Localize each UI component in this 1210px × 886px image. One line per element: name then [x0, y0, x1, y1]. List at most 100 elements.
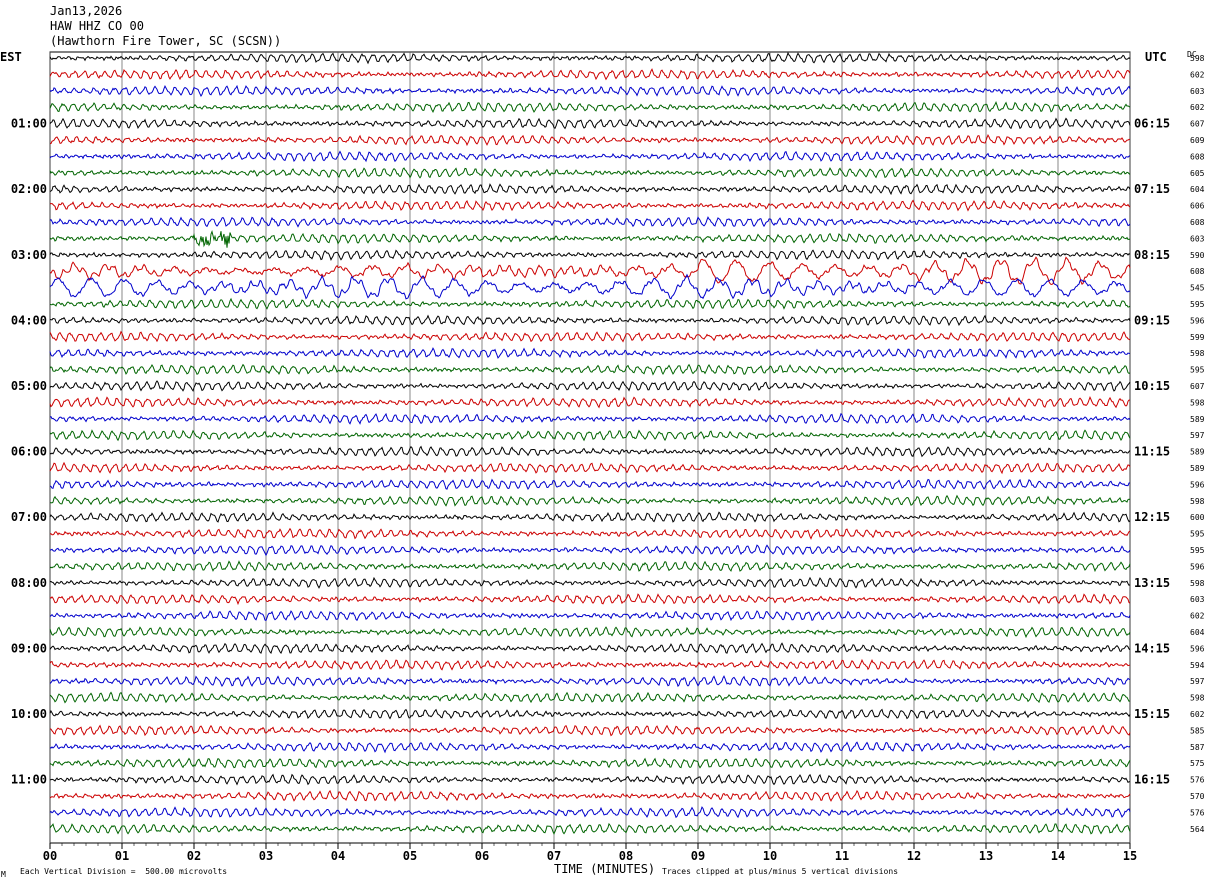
x-tick-label: 13: [979, 849, 993, 863]
x-tick-label: 01: [115, 849, 129, 863]
right-timezone-label: UTC: [1145, 50, 1167, 64]
dc-offset-label: 598: [1190, 349, 1205, 358]
trace-line: [49, 544, 1131, 557]
trace-line: [49, 249, 1131, 261]
dc-offset-label: 598: [1190, 694, 1205, 703]
dc-offset-label: 599: [1190, 333, 1205, 342]
x-tick-label: 07: [547, 849, 561, 863]
x-axis-title: TIME (MINUTES): [554, 862, 656, 876]
dc-offset-label: 602: [1190, 103, 1205, 112]
dc-offset-label: 576: [1190, 808, 1205, 817]
dc-offset-label: 590: [1190, 251, 1205, 260]
dc-offset-label: 575: [1190, 759, 1205, 768]
dc-offset-label: 598: [1190, 497, 1205, 506]
trace-line: [49, 527, 1131, 540]
dc-offset-label: 607: [1190, 382, 1205, 391]
right-hour-label: 16:15: [1134, 773, 1170, 787]
header-date: Jan13,2026: [50, 4, 123, 18]
trace-line: [49, 757, 1131, 769]
dc-offset-label: 596: [1190, 480, 1205, 489]
dc-offset-label: 606: [1190, 202, 1205, 211]
dc-offset-label: 602: [1190, 612, 1205, 621]
trace-line: [49, 708, 1131, 720]
left-hour-label: 05:00: [11, 379, 47, 393]
right-hour-label: 14:15: [1134, 641, 1170, 655]
dc-offset-label: 596: [1190, 316, 1205, 325]
trace-line: [49, 133, 1130, 147]
trace-line: [49, 691, 1131, 704]
x-tick-label: 10: [763, 849, 777, 863]
trace-line: [49, 412, 1131, 425]
trace-line: [49, 297, 1131, 310]
trace-line: [49, 330, 1131, 343]
trace-line: [49, 273, 1131, 300]
trace-line: [49, 576, 1131, 589]
left-hour-label: 10:00: [11, 707, 47, 721]
dc-offset-label: 595: [1190, 300, 1205, 309]
dc-offset-label: 595: [1190, 530, 1205, 539]
trace-line: [49, 117, 1131, 130]
right-hour-label: 15:15: [1134, 707, 1170, 721]
dc-offset-label: 597: [1190, 431, 1205, 440]
trace-line: [49, 560, 1131, 573]
trace-line: [49, 68, 1131, 81]
dc-offset-label: 608: [1190, 152, 1205, 161]
corner-mark: M: [1, 870, 6, 879]
right-hour-label: 08:15: [1134, 248, 1170, 262]
x-tick-label: 08: [619, 849, 633, 863]
dc-offset-label: 595: [1190, 546, 1205, 555]
dc-offset-label: 608: [1190, 218, 1205, 227]
header-site: (Hawthorn Fire Tower, SC (SCSN)): [50, 34, 282, 48]
left-hour-label: 08:00: [11, 576, 47, 590]
dc-offset-label: 589: [1190, 464, 1205, 473]
left-hour-label: 06:00: [11, 445, 47, 459]
dc-offset-label: 600: [1190, 513, 1205, 522]
scale-note: Each Vertical Division = 500.00 microvol…: [20, 867, 228, 876]
trace-line: [49, 256, 1131, 285]
dc-offset-label: 603: [1190, 234, 1205, 243]
trace-line: [49, 216, 1131, 228]
trace-line: [49, 51, 1131, 65]
dc-offset-label: 603: [1190, 87, 1205, 96]
right-hour-label: 06:15: [1134, 117, 1170, 131]
trace-line: [49, 642, 1131, 655]
trace-line: [49, 806, 1131, 819]
dc-offset-label: 608: [1190, 267, 1205, 276]
x-tick-label: 14: [1051, 849, 1065, 863]
trace-line: [49, 183, 1131, 196]
trace-line: [49, 511, 1131, 523]
right-hour-label: 13:15: [1134, 576, 1170, 590]
left-hour-label: 11:00: [11, 773, 47, 787]
right-hour-label: 12:15: [1134, 510, 1170, 524]
right-hour-label: 10:15: [1134, 379, 1170, 393]
dc-offset-label: 598: [1190, 398, 1205, 407]
trace-line: [49, 789, 1131, 802]
dc-offset-label: 589: [1190, 415, 1205, 424]
trace-line: [49, 429, 1131, 442]
dc-offset-label: 587: [1190, 743, 1205, 752]
dc-offset-label: 602: [1190, 710, 1205, 719]
left-timezone-label: EST: [0, 50, 22, 64]
trace-line: [49, 461, 1131, 475]
dc-offset-label: 576: [1190, 776, 1205, 785]
trace-line: [50, 494, 1131, 507]
header-station: HAW HHZ CO 00: [50, 19, 144, 33]
left-hour-label: 01:00: [11, 117, 47, 131]
x-tick-label: 12: [907, 849, 921, 863]
dc-offset-label: 607: [1190, 120, 1205, 129]
trace-line: [49, 167, 1131, 179]
left-hour-label: 07:00: [11, 510, 47, 524]
dc-offset-label: 598: [1190, 579, 1205, 588]
x-tick-label: 03: [259, 849, 273, 863]
dc-offset-label: 604: [1190, 185, 1205, 194]
trace-line: [49, 84, 1131, 98]
left-hour-label: 04:00: [11, 313, 47, 327]
right-hour-label: 11:15: [1134, 445, 1170, 459]
dc-offset-label: 594: [1190, 661, 1205, 670]
x-tick-label: 09: [691, 849, 705, 863]
trace-line: [49, 380, 1131, 392]
left-hour-label: 09:00: [11, 641, 47, 655]
dc-header-label: DC: [1187, 50, 1197, 59]
x-tick-label: 06: [475, 849, 489, 863]
dc-offset-label: 545: [1190, 284, 1205, 293]
